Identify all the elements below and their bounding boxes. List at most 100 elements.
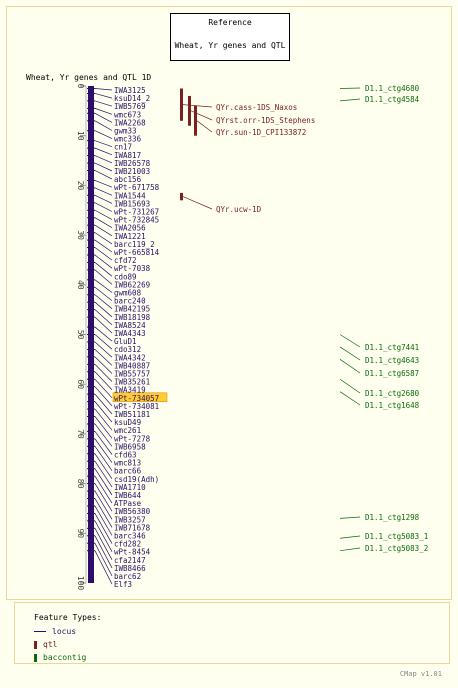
locus-label[interactable]: IWA8524 — [114, 321, 146, 330]
locus-label[interactable]: IWA1710 — [114, 483, 146, 492]
locus-label[interactable]: wPt-732845 — [114, 216, 159, 225]
legend-item-qtl: qtl — [34, 640, 57, 649]
locus-label[interactable]: cfa2147 — [114, 556, 146, 565]
locus-label[interactable]: ATPase — [114, 499, 142, 508]
locus-label[interactable]: IWB3257 — [114, 515, 146, 524]
contig-label[interactable]: D1.1_ctg6587 — [365, 369, 419, 378]
locus-label[interactable]: wPt-7278 — [114, 434, 151, 443]
locus-label[interactable]: GluD1 — [114, 337, 137, 346]
contig-label[interactable]: D1.1_ctg5083_2 — [365, 544, 428, 553]
locus-label[interactable]: IWA3419 — [114, 386, 146, 395]
locus-label[interactable]: IWB644 — [114, 491, 142, 500]
contig-label[interactable]: D1.1_ctg4643 — [365, 356, 419, 365]
locus-connector — [94, 431, 113, 455]
locus-label[interactable]: csd19(Adh) — [114, 475, 159, 484]
locus-connector — [94, 316, 113, 334]
contig-label[interactable]: D1.1_ctg2680 — [365, 389, 420, 398]
qtl-label[interactable]: QYr.sun-1D_CPI133872 — [216, 128, 306, 137]
locus-label[interactable]: IWA4343 — [114, 329, 146, 338]
locus-label[interactable]: barc346 — [114, 532, 146, 541]
locus-label[interactable]: IWA1221 — [114, 232, 146, 241]
locus-label[interactable]: Elf3 — [114, 580, 132, 589]
locus-label[interactable]: wmc673 — [114, 110, 141, 119]
locus-connector — [94, 393, 113, 415]
locus-connector — [94, 401, 113, 423]
locus-label[interactable]: IWB62269 — [114, 280, 150, 289]
locus-label[interactable]: ksuD49 — [114, 418, 141, 427]
locus-label[interactable]: wPt-734057 — [114, 394, 159, 403]
locus-label[interactable]: cdo312 — [114, 345, 141, 354]
locus-label[interactable]: IWA4342 — [114, 353, 146, 362]
contig-label[interactable]: D1.1_ctg1648 — [365, 401, 420, 410]
locus-label[interactable]: abc156 — [114, 175, 142, 184]
contig-connector — [339, 547, 361, 552]
locus-label[interactable]: wPt-8454 — [114, 548, 151, 557]
contig-label[interactable]: D1.1_ctg1298 — [365, 513, 420, 522]
locus-connector — [94, 247, 113, 261]
locus-label[interactable]: IWB8466 — [114, 564, 146, 573]
locus-label[interactable]: wPt-7038 — [114, 264, 151, 273]
locus-connector — [94, 475, 113, 504]
locus-label[interactable]: IWB56380 — [114, 507, 151, 516]
locus-label[interactable]: ksuD14_2 — [114, 94, 150, 103]
locus-label[interactable]: IWB5769 — [114, 102, 146, 111]
locus-label[interactable]: IWA3125 — [114, 86, 146, 95]
locus-label[interactable]: IWB35261 — [114, 378, 150, 387]
locus-label[interactable]: gwm608 — [114, 289, 142, 298]
locus-label[interactable]: wPt-665814 — [114, 248, 160, 257]
locus-label[interactable]: cfd72 — [114, 256, 137, 265]
locus-label[interactable]: IWA2268 — [114, 118, 146, 127]
locus-label[interactable]: IWA1544 — [114, 191, 146, 200]
locus-connector — [94, 349, 113, 366]
axis-tick-label: 100 — [76, 576, 85, 591]
axis-tick-label: 20 — [76, 181, 85, 191]
locus-label[interactable]: cfd282 — [114, 540, 141, 549]
qtl-label[interactable]: QYr.ucw-1D — [216, 205, 262, 214]
locus-label[interactable]: IWB42195 — [114, 305, 150, 314]
locus-label[interactable]: IWB15693 — [114, 199, 150, 208]
reference-box[interactable]: Reference Wheat, Yr genes and QTL — [170, 13, 290, 61]
locus-label[interactable]: IWB6958 — [114, 442, 146, 451]
locus-label[interactable]: wPt-731267 — [114, 208, 159, 217]
qtl-bar[interactable] — [188, 95, 191, 126]
locus-label[interactable]: wmc813 — [114, 459, 141, 468]
locus-label[interactable]: IWB55757 — [114, 370, 150, 379]
locus-label[interactable]: gwm33 — [114, 127, 137, 136]
locus-label[interactable]: IWA2056 — [114, 224, 146, 233]
map-title[interactable]: Wheat, Yr genes and QTL 1D — [26, 73, 152, 82]
locus-label[interactable]: cn17 — [114, 143, 132, 152]
qtl-swatch-icon — [34, 640, 37, 649]
qtl-label[interactable]: QYr.cass-1DS_Naxos — [216, 103, 297, 112]
locus-label[interactable]: IWA817 — [114, 151, 141, 160]
locus-label[interactable]: cfd63 — [114, 451, 137, 460]
qtl-bar[interactable] — [194, 105, 197, 136]
locus-label[interactable]: IWB26578 — [114, 159, 151, 168]
contig-label[interactable]: D1.1_ctg4584 — [365, 95, 420, 104]
locus-connector — [94, 513, 113, 544]
locus-label[interactable]: wPt-734081 — [114, 402, 159, 411]
locus-connector — [94, 195, 113, 204]
contig-label[interactable]: D1.1_ctg7441 — [365, 343, 419, 352]
qtl-bar[interactable] — [180, 88, 183, 121]
locus-label[interactable]: IWB51181 — [114, 410, 150, 419]
locus-connector — [94, 301, 113, 318]
locus-label[interactable]: IWB21003 — [114, 167, 150, 176]
locus-label[interactable]: barc66 — [114, 467, 142, 476]
locus-connector — [94, 113, 113, 123]
locus-label[interactable]: wmc336 — [114, 135, 142, 144]
locus-label[interactable]: IWB71678 — [114, 523, 151, 532]
locus-connector — [94, 262, 113, 277]
qtl-label[interactable]: QYrst.orr-1DS_Stephens — [216, 116, 315, 125]
locus-label[interactable]: barc119_2 — [114, 240, 155, 249]
locus-label[interactable]: wPt-671758 — [114, 183, 160, 192]
locus-label[interactable]: IWB18198 — [114, 313, 151, 322]
qtl-bar[interactable] — [180, 192, 183, 201]
locus-label[interactable]: wmc261 — [114, 426, 141, 435]
contig-label[interactable]: D1.1_ctg4680 — [365, 84, 420, 93]
contig-label[interactable]: D1.1_ctg5083_1 — [365, 532, 428, 541]
locus-label[interactable]: barc240 — [114, 297, 146, 306]
locus-label[interactable]: barc62 — [114, 572, 141, 581]
locus-connector — [94, 543, 113, 577]
locus-label[interactable]: cdo89 — [114, 272, 137, 281]
locus-label[interactable]: IWB40887 — [114, 361, 150, 370]
